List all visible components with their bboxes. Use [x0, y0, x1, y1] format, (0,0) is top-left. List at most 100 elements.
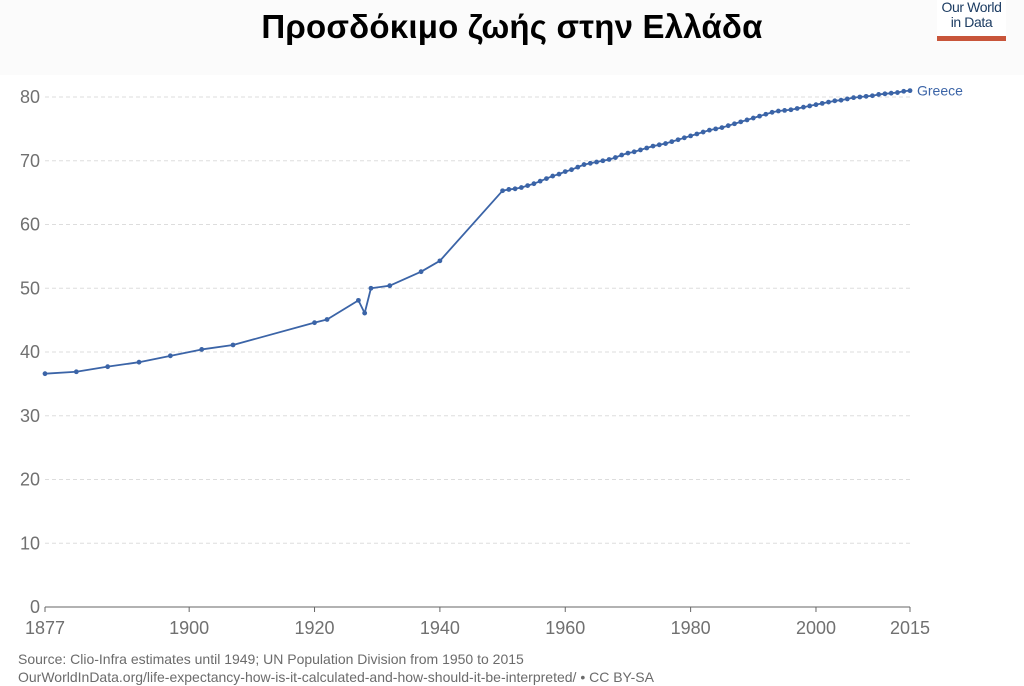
data-point-2000: [813, 102, 819, 108]
data-point-1985: [719, 125, 725, 130]
data-point-2001: [819, 100, 825, 106]
series-greece: [42, 88, 913, 377]
data-point-2011: [882, 91, 888, 97]
y-tick-label-20: 20: [20, 470, 40, 490]
data-point-2008: [863, 93, 869, 99]
chart-title: Προσδόκιμο ζωής στην Ελλάδα: [261, 8, 763, 45]
data-point-1932: [387, 283, 393, 289]
x-tick-label-2015: 2015: [890, 618, 930, 638]
data-point-1950: [500, 188, 505, 194]
data-point-1963: [581, 162, 587, 167]
data-point-2007: [857, 94, 863, 100]
series-line-greece: [44, 89, 911, 375]
data-point-2013: [895, 90, 900, 95]
data-point-1928: [362, 310, 368, 316]
x-tick-label-1960: 1960: [545, 618, 585, 638]
data-point-1992: [763, 111, 769, 117]
data-point-1968: [612, 155, 618, 160]
y-tick-label-70: 70: [20, 151, 40, 171]
data-point-2010: [876, 92, 882, 97]
data-point-1973: [644, 145, 650, 151]
data-point-1975: [656, 142, 662, 148]
logo-line-1: Our World: [941, 0, 1002, 15]
data-point-1937: [418, 269, 424, 275]
data-point-1902: [199, 347, 205, 352]
y-tick-label-50: 50: [20, 278, 40, 298]
data-point-1991: [757, 113, 762, 119]
data-point-1958: [550, 173, 556, 179]
data-point-1929: [368, 285, 374, 291]
data-point-1999: [807, 103, 813, 109]
data-point-1996: [788, 107, 794, 113]
data-point-1892: [136, 359, 142, 365]
source-note: Source: Clio-Infra estimates until 1949;…: [18, 650, 654, 686]
y-tick-label-60: 60: [20, 215, 40, 235]
data-point-1959: [556, 171, 562, 177]
data-point-1983: [707, 127, 712, 133]
data-point-1882: [73, 369, 79, 375]
data-point-1964: [587, 160, 593, 166]
data-point-2004: [838, 97, 844, 103]
data-point-1907: [230, 342, 236, 348]
x-tick-label-1900: 1900: [169, 618, 209, 638]
data-point-1897: [167, 353, 173, 359]
data-point-1954: [525, 183, 531, 189]
data-point-2014: [901, 88, 907, 94]
grid-lines: [45, 96, 910, 544]
data-point-1976: [663, 141, 668, 146]
data-point-1920: [312, 320, 317, 326]
y-tick-label-30: 30: [20, 406, 40, 426]
data-point-1995: [782, 107, 788, 113]
data-point-1988: [738, 119, 744, 125]
data-point-1993: [769, 109, 775, 115]
series-label-greece: Greece: [917, 83, 963, 99]
data-point-2012: [888, 90, 894, 96]
logo-accent-bar: [937, 36, 1006, 41]
data-point-1962: [575, 164, 581, 170]
data-point-1961: [569, 167, 574, 173]
data-point-1967: [606, 157, 612, 162]
y-tick-label-0: 0: [30, 597, 40, 617]
tick-labels: 0 10 20 30 40 50 60 70 80 1877 1900 1920 1940 1960 198…: [20, 83, 963, 638]
data-point-1982: [700, 129, 706, 135]
data-point-1955: [531, 181, 537, 187]
data-point-1951: [506, 187, 512, 192]
x-tick-label-2000: 2000: [796, 618, 836, 638]
source-link[interactable]: OurWorldInData.org/life-expectancy-how-i…: [18, 669, 654, 685]
data-point-2009: [869, 93, 875, 99]
owid-logo[interactable]: Our World in Data: [937, 0, 1006, 41]
data-point-1987: [732, 121, 737, 127]
data-point-1970: [625, 150, 631, 156]
data-point-1956: [537, 178, 543, 184]
data-point-1965: [594, 159, 599, 165]
logo-line-2: in Data: [950, 14, 993, 30]
data-point-1960: [562, 169, 568, 174]
data-point-1981: [694, 131, 700, 137]
data-point-1957: [544, 176, 549, 182]
data-point-1989: [744, 117, 750, 123]
data-point-1986: [725, 123, 731, 129]
data-point-1940: [437, 258, 443, 264]
data-point-1990: [750, 115, 756, 121]
data-point-1994: [775, 108, 781, 114]
data-point-1922: [324, 317, 330, 322]
data-point-1980: [688, 133, 694, 139]
data-point-1977: [669, 139, 675, 145]
data-point-1966: [600, 158, 606, 164]
y-tick-label-80: 80: [20, 87, 40, 107]
x-tick-label-1940: 1940: [420, 618, 460, 638]
y-tick-label-10: 10: [20, 533, 40, 553]
header-band: [0, 0, 1024, 75]
data-point-1972: [638, 147, 643, 153]
data-point-2002: [826, 99, 831, 105]
data-point-2015: [907, 88, 913, 94]
data-point-1997: [794, 106, 800, 111]
x-tick-label-1920: 1920: [295, 618, 335, 638]
data-point-2003: [832, 98, 838, 104]
data-point-1927: [356, 297, 361, 303]
data-point-1974: [650, 143, 656, 149]
x-tick-label-1877: 1877: [25, 618, 65, 638]
data-point-2006: [851, 95, 856, 101]
data-point-1978: [675, 137, 681, 143]
